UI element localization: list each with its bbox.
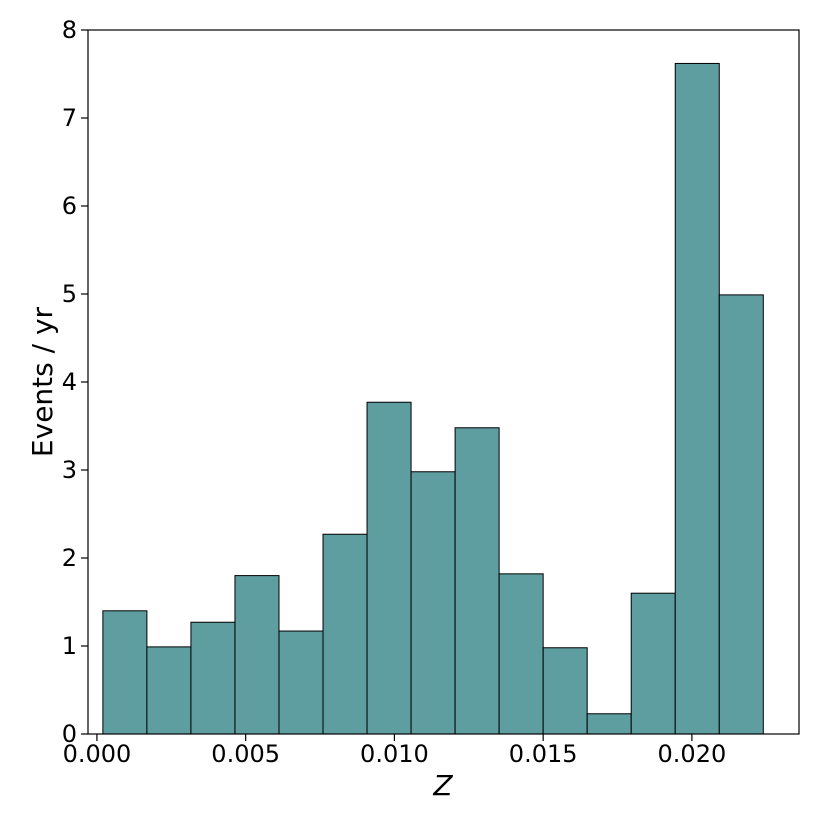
y-axis-label: Events / yr bbox=[26, 306, 59, 457]
y-axis: 0 1 2 3 4 5 6 7 8 bbox=[62, 16, 88, 748]
histogram-bar bbox=[630, 592, 676, 735]
histogram-bar bbox=[410, 471, 456, 735]
y-tick-label: 7 bbox=[62, 104, 77, 132]
y-tick-label: 3 bbox=[62, 456, 77, 484]
histogram-bar bbox=[674, 62, 720, 735]
histogram-bar bbox=[542, 647, 588, 735]
x-tick-label: 0.005 bbox=[211, 740, 280, 768]
y-tick-label: 6 bbox=[62, 192, 77, 220]
x-tick-label: 0.020 bbox=[658, 740, 727, 768]
histogram-bar bbox=[498, 573, 544, 735]
bars-group bbox=[102, 62, 764, 735]
y-tick-label: 1 bbox=[62, 632, 77, 660]
x-axis-label: Z bbox=[432, 769, 453, 802]
y-tick-label: 4 bbox=[62, 368, 77, 396]
y-tick-label: 0 bbox=[62, 720, 77, 748]
histogram-bar bbox=[278, 630, 324, 735]
y-tick-label: 2 bbox=[62, 544, 77, 572]
histogram-bar bbox=[718, 294, 764, 735]
histogram-bar bbox=[102, 610, 148, 735]
x-tick-label: 0.010 bbox=[360, 740, 429, 768]
x-tick-label: 0.000 bbox=[63, 740, 132, 768]
y-tick-label: 8 bbox=[62, 16, 77, 44]
histogram-bar bbox=[454, 427, 500, 735]
histogram-bar bbox=[146, 646, 192, 735]
histogram-bar bbox=[322, 533, 368, 735]
histogram-bar bbox=[190, 621, 236, 735]
y-tick-label: 5 bbox=[62, 280, 77, 308]
x-tick-label: 0.015 bbox=[509, 740, 578, 768]
histogram-bar bbox=[586, 713, 632, 735]
histogram-bar bbox=[366, 401, 412, 735]
x-axis: 0.000 0.005 0.010 0.015 0.020 bbox=[63, 734, 727, 768]
histogram-bar bbox=[234, 575, 280, 735]
